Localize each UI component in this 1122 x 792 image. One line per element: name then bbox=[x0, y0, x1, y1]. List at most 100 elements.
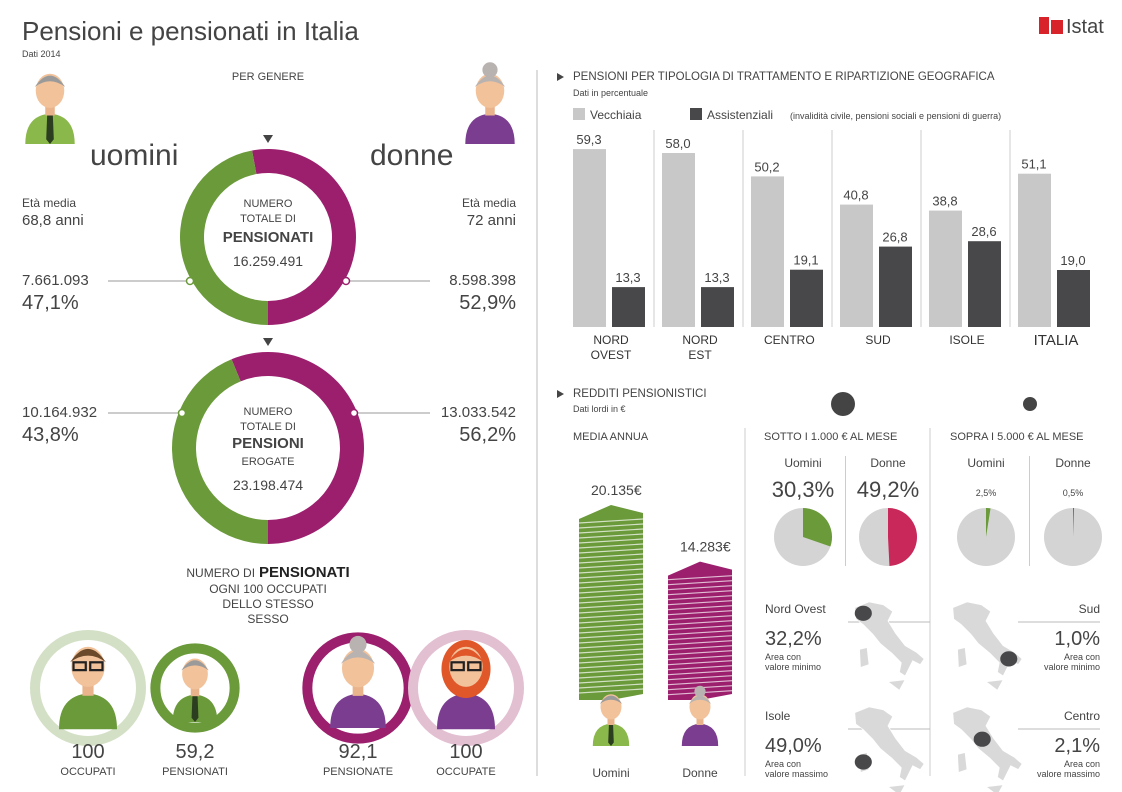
category-label: Donne bbox=[1055, 456, 1091, 470]
percent-label: 56,2% bbox=[459, 424, 516, 446]
bill-edge bbox=[578, 573, 644, 579]
category-label: ITALIA bbox=[1033, 333, 1079, 349]
donut-total: 16.259.491 bbox=[233, 253, 303, 269]
value-label: 49,2% bbox=[857, 477, 919, 502]
glasses bbox=[72, 661, 87, 672]
bill-edge bbox=[578, 598, 644, 604]
bill-edge bbox=[578, 548, 644, 554]
age-label: Età media bbox=[22, 196, 76, 210]
region-value: 2,1% bbox=[1054, 735, 1100, 757]
bill-edge bbox=[667, 680, 733, 686]
bar-value-label: 13,3 bbox=[704, 270, 729, 285]
category-label: NORD OVEST bbox=[590, 333, 632, 362]
donut-center-text: NUMERO bbox=[244, 198, 293, 210]
bar-value-label: 19,1 bbox=[793, 253, 818, 268]
italy-shape bbox=[957, 752, 968, 773]
category-label: SUD bbox=[865, 333, 891, 347]
bar bbox=[790, 269, 823, 327]
bill-edge bbox=[578, 663, 644, 669]
bill-edge bbox=[667, 650, 733, 656]
bill-edge bbox=[578, 588, 644, 594]
region-name: Sud bbox=[1079, 602, 1100, 616]
donut-segment bbox=[252, 149, 356, 325]
logo-text: Istat bbox=[1066, 16, 1104, 38]
italy-shape bbox=[887, 679, 906, 691]
category-label-box: ITALIA bbox=[1033, 333, 1079, 349]
bill-edge bbox=[578, 543, 644, 549]
donut-segment bbox=[171, 359, 268, 545]
bill-edge bbox=[578, 673, 644, 679]
category-label-box: NORD OVEST bbox=[590, 333, 632, 362]
italy-shape bbox=[859, 647, 870, 668]
person-hair bbox=[474, 75, 506, 87]
person-neck bbox=[190, 685, 200, 697]
bill-stack bbox=[667, 561, 733, 700]
person-hair bbox=[688, 695, 712, 704]
person-icon bbox=[172, 658, 218, 723]
donut-center-text: TOTALE DI bbox=[240, 213, 296, 225]
pie-slice bbox=[888, 507, 918, 566]
bill-edge bbox=[578, 653, 644, 659]
money-bag bbox=[831, 392, 855, 416]
italy-shape bbox=[957, 647, 968, 668]
person-body bbox=[59, 693, 117, 730]
person-neck bbox=[696, 716, 704, 725]
section-heading: MEDIA ANNUA bbox=[573, 431, 649, 443]
glasses bbox=[89, 661, 104, 672]
bill-edge bbox=[578, 643, 644, 649]
person-hair bbox=[34, 75, 66, 87]
bill-edge bbox=[578, 638, 644, 644]
bar bbox=[573, 149, 606, 327]
region-value: 32,2% bbox=[765, 628, 822, 650]
category-label: Donne bbox=[870, 456, 906, 470]
count-label: 13.033.542 bbox=[441, 404, 516, 421]
person-bun bbox=[694, 685, 706, 698]
region-value: 1,0% bbox=[1054, 628, 1100, 650]
ratio-category: PENSIONATE bbox=[323, 766, 393, 778]
section-heading: PER GENERE bbox=[232, 71, 304, 83]
bill-edge bbox=[578, 623, 644, 629]
person-neck bbox=[485, 104, 495, 116]
value-label: 14.283€ bbox=[680, 539, 731, 555]
bill-edge bbox=[578, 568, 644, 574]
person-hair bbox=[448, 648, 484, 663]
person-neck bbox=[607, 716, 615, 725]
bill-edge bbox=[667, 670, 733, 676]
bar-value-label: 13,3 bbox=[615, 270, 640, 285]
bar bbox=[968, 241, 1001, 327]
count-label: 8.598.398 bbox=[449, 272, 516, 289]
percent-label: 43,8% bbox=[22, 424, 79, 446]
bill-edge bbox=[667, 575, 733, 581]
bill-edge bbox=[667, 660, 733, 666]
bill-edge bbox=[667, 590, 733, 596]
legend-label: Vecchiaia bbox=[590, 108, 642, 122]
bill-edge bbox=[578, 523, 644, 529]
region-note: Area con bbox=[765, 652, 801, 662]
region-note: valore massimo bbox=[1037, 769, 1100, 779]
bill-edge bbox=[578, 563, 644, 569]
region-value: 49,0% bbox=[765, 735, 822, 757]
bill-edge bbox=[667, 605, 733, 611]
person-icon bbox=[437, 640, 495, 730]
connector-dot bbox=[177, 408, 187, 418]
italy-shape bbox=[985, 679, 1004, 691]
region-name: Isole bbox=[765, 709, 791, 723]
donut-center-text: NUMERO bbox=[244, 406, 293, 418]
italy-shape bbox=[854, 706, 925, 782]
pie-slice bbox=[803, 508, 832, 547]
person-icon bbox=[330, 635, 386, 728]
person-icon bbox=[59, 646, 117, 730]
bar bbox=[1018, 173, 1051, 327]
bill-edge bbox=[578, 518, 644, 524]
person-neck bbox=[45, 104, 55, 116]
category-label-box: CENTRO bbox=[764, 333, 815, 347]
ratio-category: OCCUPATE bbox=[436, 766, 496, 778]
region-note: valore minimo bbox=[765, 662, 821, 672]
bill-edge bbox=[578, 658, 644, 664]
bar-value-label: 51,1 bbox=[1021, 157, 1046, 172]
ratio-value: 100 bbox=[71, 741, 104, 763]
bill-edge bbox=[667, 600, 733, 606]
highlighted-area bbox=[1000, 651, 1018, 667]
bill-edge bbox=[667, 655, 733, 661]
bill-edge bbox=[667, 640, 733, 646]
